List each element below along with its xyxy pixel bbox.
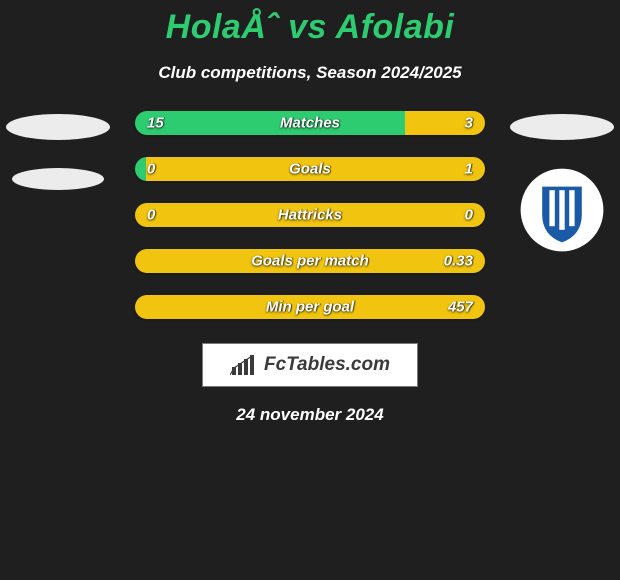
brand-box[interactable]: FcTables.com — [202, 343, 418, 387]
bar-left-fill — [135, 157, 146, 181]
bar-label: Goals — [289, 161, 331, 178]
comparison-bars: Matches 15 3 Goals 0 1 Hattricks 0 0 Goals per ma… — [135, 111, 485, 319]
page-title: HolaÅˆ vs Afolabi — [0, 0, 620, 47]
bar-value-left: 0 — [147, 161, 155, 178]
bar-label: Goals per match — [251, 253, 369, 270]
bar-value-right: 457 — [448, 299, 473, 316]
bar-label: Hattricks — [278, 207, 342, 224]
bar-row: Goals per match 0.33 — [135, 249, 485, 273]
bar-value-right: 0 — [465, 207, 473, 224]
bar-chart-icon — [230, 353, 258, 377]
bar-value-left: 15 — [147, 115, 164, 132]
bar-row: Matches 15 3 — [135, 111, 485, 135]
bar-value-left: 0 — [147, 207, 155, 224]
shield-icon — [517, 165, 607, 255]
brand-text: FcTables.com — [264, 354, 390, 376]
bar-value-right: 1 — [465, 161, 473, 178]
left-club-logo-placeholder-2 — [12, 168, 104, 190]
subtitle: Club competitions, Season 2024/2025 — [0, 63, 620, 83]
right-club-column — [507, 114, 617, 252]
right-club-logo-placeholder-1 — [510, 114, 614, 140]
bar-row: Goals 0 1 — [135, 157, 485, 181]
bar-label: Matches — [280, 115, 340, 132]
stats-area: Matches 15 3 Goals 0 1 Hattricks 0 0 Goals per ma… — [0, 111, 620, 319]
bar-row: Hattricks 0 0 — [135, 203, 485, 227]
bar-row: Min per goal 457 — [135, 295, 485, 319]
bar-value-right: 0.33 — [444, 253, 473, 270]
left-club-logo-placeholder-1 — [6, 114, 110, 140]
bar-label: Min per goal — [266, 299, 354, 316]
footer-date: 24 november 2024 — [0, 405, 620, 425]
left-club-column — [3, 114, 113, 190]
bar-left-fill — [135, 111, 405, 135]
right-club-badge — [512, 168, 612, 252]
bar-value-right: 3 — [465, 115, 473, 132]
